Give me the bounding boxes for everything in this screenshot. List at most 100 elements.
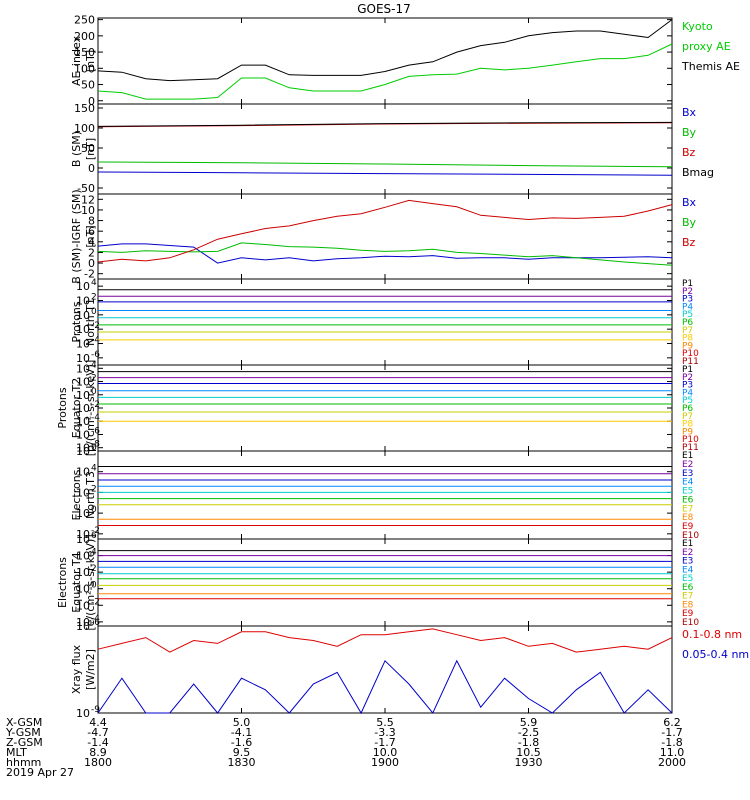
y-tick-exponent: 2 [91, 374, 97, 384]
x-axis-row-label: hhmm [6, 756, 41, 769]
y-tick-label: 10 [76, 486, 90, 499]
y-axis-label: [nT] [84, 225, 97, 247]
legend-entry: Kyoto [682, 20, 713, 33]
y-tick-label: 150 [74, 46, 95, 59]
y-tick-label: 10 [76, 466, 90, 479]
y-axis-label: AE_index [70, 35, 83, 86]
x-axis-value: -1.8 [518, 736, 539, 749]
x-axis-row-label: Z-GSM [6, 736, 43, 749]
legend-entry: P4 [682, 388, 693, 398]
chart-title: GOES-17 [357, 2, 411, 16]
legend-entry: E6 [682, 495, 694, 505]
legend-entry: Bz [682, 236, 696, 249]
legend-entry: P4 [682, 302, 693, 312]
x-axis-table: X-GSM 4.4 5.0 5.5 5.9 6.2 Y-GSM -4.7 -4.1 -3.3 -2.… [5, 716, 686, 769]
legend-entry: P3 [682, 295, 693, 305]
y-tick-label: 10 [76, 442, 90, 455]
legend-entry: E8 [682, 600, 694, 610]
y-tick-label: 10 [76, 707, 90, 720]
y-tick-label: 150 [74, 102, 95, 115]
legend-entry: P2 [682, 287, 693, 297]
x-axis-value: 1900 [371, 756, 399, 769]
x-axis-value: -4.1 [231, 726, 252, 739]
legend-entry: P7 [682, 412, 693, 422]
series-line-xr-1 [97, 659, 673, 715]
y-tick-exponent: -9 [91, 705, 100, 715]
legend-entry: 0.1-0.8 nm [682, 628, 742, 641]
legend-entry: proxy AE [682, 40, 731, 53]
legend-entry: E5 [682, 574, 693, 584]
legend-entry: P8 [682, 334, 693, 344]
y-tick-label: -2 [84, 268, 95, 281]
y-axis-label: North T1 [84, 298, 97, 346]
y-tick-label: 10 [76, 445, 90, 458]
x-axis-value: -4.7 [87, 726, 108, 739]
y-axis-label: B (SM)-IGRF (SM) [70, 189, 83, 283]
legend-entry: E6 [682, 583, 694, 593]
legend-entry: P10 [682, 435, 699, 445]
legend-entry: P9 [682, 341, 693, 351]
y-axis-label: Equator T2 [70, 378, 83, 438]
legend-entry: P1 [682, 279, 693, 289]
y-tick-label: 100 [74, 62, 95, 75]
x-axis-value: 5.5 [376, 716, 394, 729]
y-tick-exponent: -8 [91, 440, 100, 450]
y-tick-exponent: 4 [91, 464, 97, 474]
y-tick-exponent: -2 [91, 321, 100, 331]
legend-entry: E2 [682, 548, 693, 558]
y-tick-exponent: 0 [91, 505, 97, 515]
y-tick-exponent: 6 [91, 443, 97, 453]
date-label: 2019 Apr 27 [6, 766, 74, 779]
x-axis-value: 6.2 [663, 716, 681, 729]
x-axis-value: 5.0 [233, 716, 251, 729]
y-tick-label: 10 [76, 428, 90, 441]
y-tick-label: 50 [81, 79, 95, 92]
y-axis-label: Xray flux [70, 644, 83, 694]
y-axis-label: [p/(cm²-s-sr-keV)] [84, 360, 97, 457]
y-tick-label: 10 [76, 323, 90, 336]
x-axis-value: 9.5 [233, 746, 251, 759]
legend-entry: P6 [682, 318, 693, 328]
x-axis-value: -1.7 [374, 736, 395, 749]
series-line-xr-0 [97, 628, 673, 653]
y-tick-label: 0 [88, 162, 95, 175]
y-tick-label: 10 [76, 599, 90, 612]
legend-entry: P3 [682, 381, 693, 391]
legend-entry: Bmag [682, 166, 714, 179]
y-tick-label: 12 [81, 193, 95, 206]
y-tick-exponent: -4 [91, 614, 100, 624]
x-axis-value: 1800 [84, 756, 112, 769]
legend-entry: P5 [682, 396, 693, 406]
x-axis-row-label: X-GSM [6, 716, 42, 729]
series-line-db-2 [97, 199, 673, 263]
y-axis-label: Protons [70, 301, 83, 342]
legend-entry: P10 [682, 349, 699, 359]
y-tick-label: 10 [76, 362, 90, 375]
y-tick-label: 10 [81, 204, 95, 217]
legend-entry: E4 [682, 565, 694, 575]
legend-entry: E10 [682, 531, 699, 541]
y-tick-exponent: -2 [91, 400, 100, 410]
y-tick-label: 250 [74, 14, 95, 27]
y-tick-label: 0 [88, 257, 95, 270]
y-tick-exponent: -4 [91, 413, 100, 423]
y-tick-exponent: 0 [91, 581, 97, 591]
x-axis-value: 10.0 [373, 746, 398, 759]
x-axis-row-label: Y-GSM [5, 726, 41, 739]
y-tick-label: 10 [76, 352, 90, 365]
x-axis-value: 2000 [658, 756, 686, 769]
legend-entry: P2 [682, 373, 693, 383]
y-tick-label: -50 [77, 182, 95, 195]
series-line-ae-1 [97, 43, 673, 100]
y-tick-label: 10 [76, 402, 90, 415]
y-axis-label: Electrons [70, 469, 83, 520]
legend-entry: E4 [682, 478, 694, 488]
y-tick-label: 10 [76, 528, 90, 541]
y-tick-label: 10 [76, 376, 90, 389]
y-tick-exponent: 2 [91, 484, 97, 494]
y-axis-label: Electrons [56, 557, 69, 608]
